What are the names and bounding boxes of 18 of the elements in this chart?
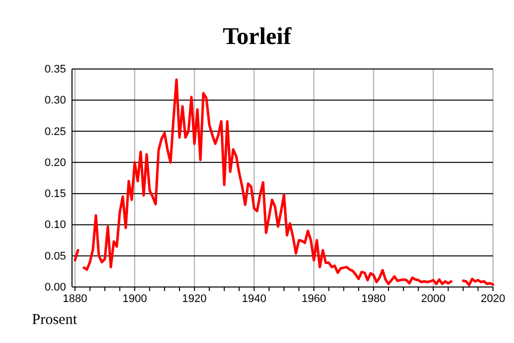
- chart-title: Torleif: [222, 24, 292, 50]
- y-tick-label: 0.35: [44, 64, 66, 76]
- y-tick-label: 0.00: [44, 282, 66, 294]
- x-tick-label: 2000: [421, 292, 446, 305]
- y-tick-label: 0.20: [44, 156, 66, 169]
- y-tick-label: 0.25: [44, 126, 66, 138]
- x-tick-label: 1940: [242, 292, 266, 305]
- x-tick-label: 2020: [480, 292, 506, 305]
- x-tick-label: 1920: [182, 292, 207, 305]
- y-tick-label: 0.10: [44, 219, 66, 232]
- x-tick-label: 1980: [361, 292, 386, 305]
- y-tick-label: 0.05: [44, 250, 66, 262]
- y-axis-title: Prosent: [32, 312, 78, 328]
- y-tick-label: 0.15: [44, 188, 66, 200]
- x-tick-label: 1880: [62, 292, 88, 305]
- x-tick-label: 1960: [302, 292, 326, 305]
- y-tick-label: 0.30: [44, 94, 66, 107]
- x-tick-label: 1900: [122, 292, 147, 305]
